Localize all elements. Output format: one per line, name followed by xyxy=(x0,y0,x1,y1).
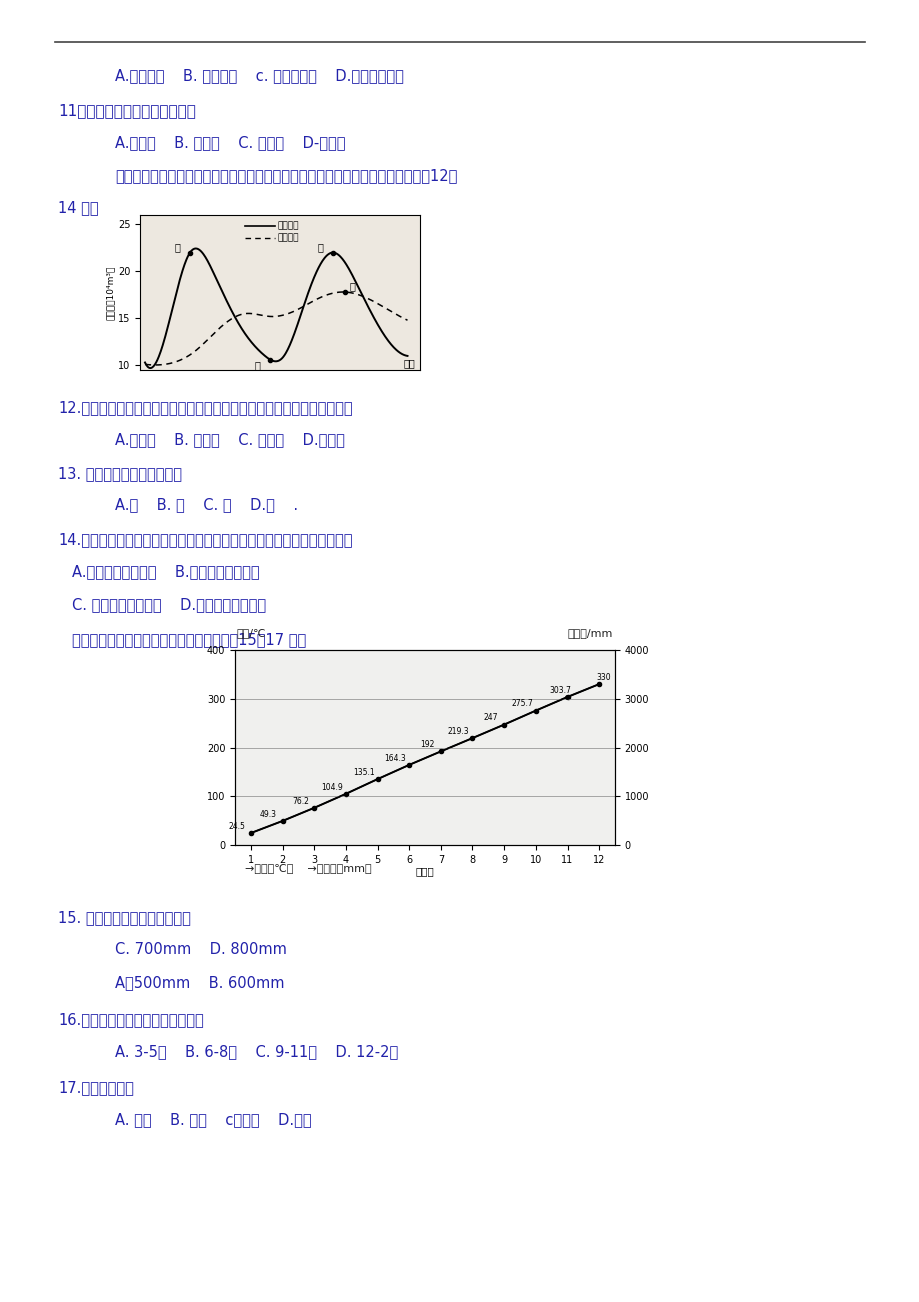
Text: 乙: 乙 xyxy=(255,359,260,370)
Text: 11、此次降水的水汽主要来源于: 11、此次降水的水汽主要来源于 xyxy=(58,103,196,118)
Text: A.北冰洋    B. 太平洋    C. 大西洋    D-印度洋: A.北冰洋 B. 太平洋 C. 大西洋 D-印度洋 xyxy=(115,135,346,150)
Text: A. 南亚    B. 中非    c。北美    D.南美: A. 南亚 B. 中非 c。北美 D.南美 xyxy=(115,1112,312,1128)
Text: 247: 247 xyxy=(482,713,497,723)
Text: 24.5: 24.5 xyxy=(228,822,245,831)
Text: 丙: 丙 xyxy=(317,242,323,251)
Text: 192: 192 xyxy=(419,741,434,749)
X-axis label: （月）: （月） xyxy=(415,866,434,876)
Text: 气温/℃: 气温/℃ xyxy=(237,628,267,638)
Text: A。500mm    B. 600mm: A。500mm B. 600mm xyxy=(115,975,284,990)
Text: 14 题。: 14 题。 xyxy=(58,201,98,215)
Text: 14.随着退耕还湖面积的扩大，同样一次洪水过程，洞庭湖径流的变化应是: 14.随着退耕还湖面积的扩大，同样一次洪水过程，洞庭湖径流的变化应是 xyxy=(58,533,352,547)
Text: 下图为洞庭湖水系上游一次洪水过程中，洞庭湖出、八湖径流量的变化，读圈完成12～: 下图为洞庭湖水系上游一次洪水过程中，洞庭湖出、八湖径流量的变化，读圈完成12～ xyxy=(115,168,457,184)
Text: A.甲    B. 乙    C. 丙    D.丁    .: A.甲 B. 乙 C. 丙 D.丁 . xyxy=(115,497,298,512)
Text: 135.1: 135.1 xyxy=(352,768,374,777)
Text: 49.3: 49.3 xyxy=(260,810,277,819)
Text: 13. 洞庭湖湖水位最高时刻是: 13. 洞庭湖湖水位最高时刻是 xyxy=(58,466,182,480)
Text: 15. 降水最多的月份降水量约是: 15. 降水最多的月份降水量约是 xyxy=(58,910,190,924)
Text: C. 700mm    D. 800mm: C. 700mm D. 800mm xyxy=(115,943,287,957)
Text: 76.2: 76.2 xyxy=(291,797,309,806)
Text: 丁: 丁 xyxy=(349,281,355,292)
Text: 17.该地可能位子: 17.该地可能位子 xyxy=(58,1079,134,1095)
Text: A.甲一乙    B. 乙一丙    C. 丙一丁    D.丁以后: A.甲一乙 B. 乙一丙 C. 丙一丁 D.丁以后 xyxy=(115,432,345,447)
Text: 出湖径流: 出湖径流 xyxy=(278,233,299,242)
Text: 330: 330 xyxy=(596,673,610,682)
Text: 12.此次洪水过程中，洞庭湖汇入长江的湖口处水流速度最快的时刻出现在: 12.此次洪水过程中，洞庭湖汇入长江的湖口处水流速度最快的时刻出现在 xyxy=(58,400,352,415)
Text: 104.9: 104.9 xyxy=(321,783,343,792)
Text: 275.7: 275.7 xyxy=(511,699,532,708)
Text: C. 入湖流量峰値增大    D.出湖流量峰値增大: C. 入湖流量峰値增大 D.出湖流量峰値增大 xyxy=(72,598,266,612)
Text: 219.3: 219.3 xyxy=(448,727,469,736)
Text: A.暖流经过    B. 锋面过境    c. 反气旋控制    D.热带气旋活动: A.暖流经过 B. 锋面过境 c. 反气旋控制 D.热带气旋活动 xyxy=(115,68,403,83)
Text: 入湖径流: 入湖径流 xyxy=(278,221,299,230)
Text: 16.该地最易发生森林火灾的时段是: 16.该地最易发生森林火灾的时段是 xyxy=(58,1012,203,1027)
Text: 甲: 甲 xyxy=(175,242,180,251)
Y-axis label: 径流量（10⁴m³）: 径流量（10⁴m³） xyxy=(106,266,115,320)
Text: 303.7: 303.7 xyxy=(549,686,571,695)
Text: 164.3: 164.3 xyxy=(384,754,405,763)
Text: →气温（℃）    →降水量（mm）: →气温（℃） →降水量（mm） xyxy=(244,863,371,874)
Text: 时间: 时间 xyxy=(403,358,414,368)
Text: A. 3-5月    B. 6-8月    C. 9-11月    D. 12-2月: A. 3-5月 B. 6-8月 C. 9-11月 D. 12-2月 xyxy=(115,1044,398,1059)
Text: A.湖泊峰値水位变高    B.出湖流量峰値提前: A.湖泊峰値水位变高 B.出湖流量峰値提前 xyxy=(72,564,259,579)
Text: 读某地气温和降水量逐月累计曲缓图，完成15～17 题。: 读某地气温和降水量逐月累计曲缓图，完成15～17 题。 xyxy=(72,631,306,647)
Text: 降水量/mm: 降水量/mm xyxy=(567,628,612,638)
